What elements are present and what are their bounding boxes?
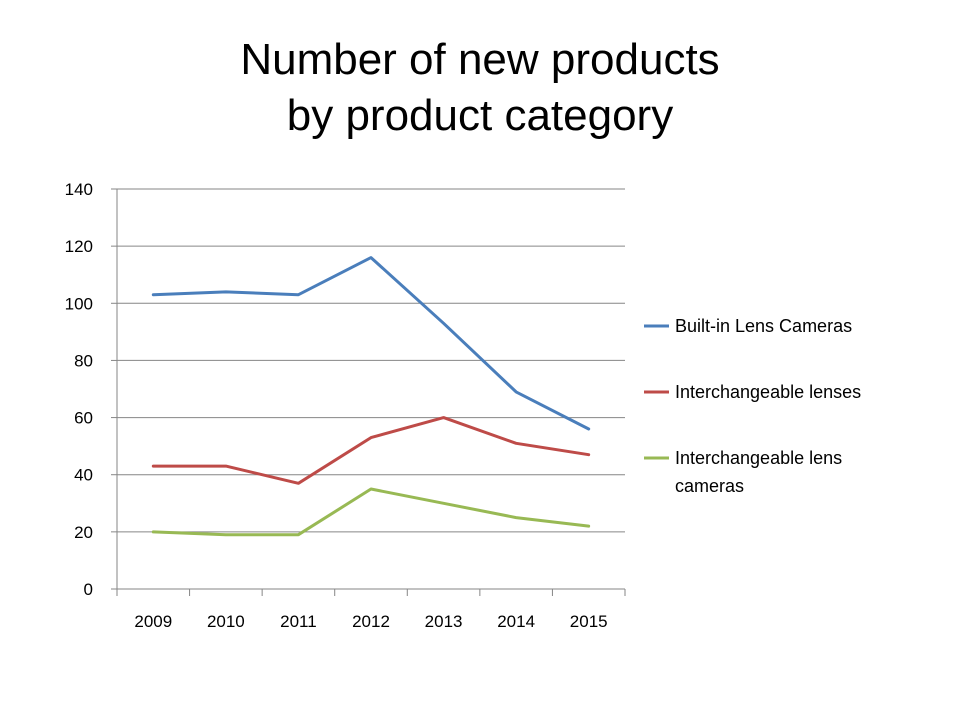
y-tick-label: 80 bbox=[74, 351, 93, 370]
x-tick-label: 2015 bbox=[570, 612, 608, 631]
y-tick-label: 140 bbox=[65, 180, 93, 199]
x-tick-label: 2013 bbox=[425, 612, 463, 631]
x-tick-label: 2010 bbox=[207, 612, 245, 631]
legend-label: Interchangeable lens bbox=[675, 448, 842, 468]
x-tick-label: 2009 bbox=[134, 612, 172, 631]
y-tick-label: 60 bbox=[74, 409, 93, 428]
x-tick-label: 2014 bbox=[497, 612, 535, 631]
chart-title-line-2: by product category bbox=[286, 91, 674, 140]
x-tick-label: 2011 bbox=[280, 612, 317, 631]
legend-label-continued: cameras bbox=[675, 476, 744, 496]
legend-label: Built-in Lens Cameras bbox=[675, 316, 852, 336]
x-axis-tick-labels: 2009 2010 2011 2012 2013 2014 2015 bbox=[134, 612, 607, 631]
legend-item: Built-in Lens Cameras bbox=[644, 316, 852, 336]
series-line-1 bbox=[151, 256, 591, 431]
y-tick-label: 120 bbox=[65, 237, 93, 256]
legend: Built-in Lens Cameras Interchangeable len… bbox=[644, 316, 861, 496]
gridlines bbox=[117, 188, 625, 533]
legend-item: Interchangeable lenses bbox=[644, 382, 861, 402]
y-axis-tick-labels: 0 20 40 60 80 100 120 140 bbox=[65, 180, 93, 599]
series-lines bbox=[151, 256, 591, 537]
legend-label: Interchangeable lenses bbox=[675, 382, 861, 402]
chart-title: Number of new products by product catego… bbox=[0, 32, 960, 144]
y-tick-label: 40 bbox=[74, 466, 93, 485]
y-tick-label: 100 bbox=[65, 294, 93, 313]
y-tick-label: 0 bbox=[84, 580, 93, 599]
series-line-3 bbox=[151, 487, 591, 537]
axes bbox=[111, 188, 626, 596]
legend-item: Interchangeable lens cameras bbox=[644, 448, 842, 496]
y-tick-label: 20 bbox=[74, 523, 93, 542]
chart-title-line-1: Number of new products bbox=[240, 35, 720, 84]
x-tick-label: 2012 bbox=[352, 612, 390, 631]
series-line-2 bbox=[151, 416, 591, 485]
